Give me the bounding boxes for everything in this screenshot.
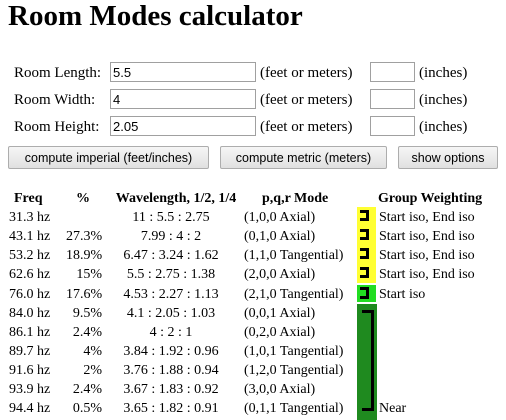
row-6-freq: 84.0 hz: [9, 306, 51, 321]
row-7-mode: (0,2,0 Axial): [244, 325, 316, 340]
group-marker-4: [360, 267, 369, 278]
row-7-freq: 86.1 hz: [9, 325, 51, 340]
row-3-mode: (1,1,0 Tangential): [244, 248, 344, 263]
header-group-weighting: Group Weighting: [378, 191, 483, 206]
row-6-mode: (0,0,1 Axial): [244, 306, 316, 321]
room-height-unit: (feet or meters): [260, 119, 353, 135]
row-2-freq: 43.1 hz: [9, 229, 51, 244]
room-height-inches-unit: (inches): [419, 119, 468, 135]
row-2-wavelength: 7.99 : 4 : 2: [140, 229, 202, 244]
row-2-percent: 27.3%: [66, 229, 103, 244]
group-marker-5: [360, 287, 369, 299]
group-marker-2: [360, 229, 369, 240]
row-6-wavelength: 4.1 : 2.05 : 1.03: [126, 306, 216, 321]
row-9-mode: (1,2,0 Tangential): [244, 363, 344, 378]
room-height-inches-input[interactable]: [370, 116, 415, 136]
room-width-unit: (feet or meters): [260, 92, 353, 108]
row-4-freq: 62.6 hz: [9, 267, 51, 282]
row-4-mode: (2,0,0 Axial): [244, 267, 316, 282]
row-11-percent: 0.5%: [72, 401, 102, 416]
row-5-freq: 76.0 hz: [9, 287, 51, 302]
row-5-mode: (2,1,0 Tangential): [244, 287, 344, 302]
room-length-input[interactable]: [110, 62, 256, 82]
group-marker-6: [362, 310, 374, 411]
row-8-wavelength: 3.84 : 1.92 : 0.96: [123, 344, 219, 359]
row-2-group: Start iso, End iso: [379, 229, 475, 244]
row-11-group: Near: [379, 401, 407, 416]
row-8-percent: 4%: [83, 344, 102, 359]
show-options-button[interactable]: show options: [398, 146, 498, 169]
row-10-percent: 2.4%: [72, 382, 102, 397]
header-freq: Freq: [14, 191, 43, 206]
row-5-group: Start iso: [379, 287, 426, 302]
row-5-wavelength: 4.53 : 2.27 : 1.13: [123, 287, 219, 302]
row-10-mode: (3,0,0 Axial): [244, 382, 316, 397]
row-1-freq: 31.3 hz: [9, 210, 51, 225]
group-bar-yellow: [357, 207, 376, 283]
room-height-label: Room Height:: [14, 119, 100, 135]
row-7-percent: 2.4%: [72, 325, 102, 340]
compute-metric-button[interactable]: compute metric (meters): [220, 146, 387, 169]
header-percent: %: [76, 191, 90, 206]
room-width-input[interactable]: [110, 89, 256, 109]
row-9-freq: 91.6 hz: [9, 363, 51, 378]
header-wavelength: Wavelength, 1/2, 1/4: [115, 191, 237, 206]
room-width-inches-input[interactable]: [370, 89, 415, 109]
header-mode: p,q,r Mode: [262, 191, 329, 206]
group-marker-3: [360, 248, 369, 259]
row-4-percent: 15%: [76, 267, 102, 282]
row-6-percent: 9.5%: [72, 306, 102, 321]
compute-imperial-button[interactable]: compute imperial (feet/inches): [8, 146, 209, 169]
row-9-percent: 2%: [83, 363, 102, 378]
row-8-mode: (1,0,1 Tangential): [244, 344, 344, 359]
row-4-wavelength: 5.5 : 2.75 : 1.38: [126, 267, 216, 282]
row-10-freq: 93.9 hz: [9, 382, 51, 397]
room-length-inches-unit: (inches): [419, 65, 468, 81]
row-1-mode: (1,0,0 Axial): [244, 210, 316, 225]
row-3-percent: 18.9%: [66, 248, 103, 263]
row-9-wavelength: 3.76 : 1.88 : 0.94: [123, 363, 219, 378]
group-marker-1: [360, 210, 369, 221]
row-10-wavelength: 3.67 : 1.83 : 0.92: [123, 382, 219, 397]
row-2-mode: (0,1,0 Axial): [244, 229, 316, 244]
row-1-group: Start iso, End iso: [379, 210, 475, 225]
room-length-unit: (feet or meters): [260, 65, 353, 81]
row-5-percent: 17.6%: [66, 287, 103, 302]
room-width-inches-unit: (inches): [419, 92, 468, 108]
row-7-wavelength: 4 : 2 : 1: [149, 325, 193, 340]
room-length-inches-input[interactable]: [370, 62, 415, 82]
page-title: Room Modes calculator: [8, 0, 303, 32]
row-8-freq: 89.7 hz: [9, 344, 51, 359]
row-11-freq: 94.4 hz: [9, 401, 51, 416]
row-11-wavelength: 3.65 : 1.82 : 0.91: [123, 401, 219, 416]
row-11-mode: (0,1,1 Tangential): [244, 401, 344, 416]
row-3-freq: 53.2 hz: [9, 248, 51, 263]
room-length-label: Room Length:: [14, 65, 102, 81]
row-4-group: Start iso, End iso: [379, 267, 475, 282]
row-1-wavelength: 11 : 5.5 : 2.75: [132, 210, 210, 225]
room-width-label: Room Width:: [14, 92, 96, 108]
room-height-input[interactable]: [110, 116, 256, 136]
row-3-group: Start iso, End iso: [379, 248, 475, 263]
row-3-wavelength: 6.47 : 3.24 : 1.62: [123, 248, 219, 263]
